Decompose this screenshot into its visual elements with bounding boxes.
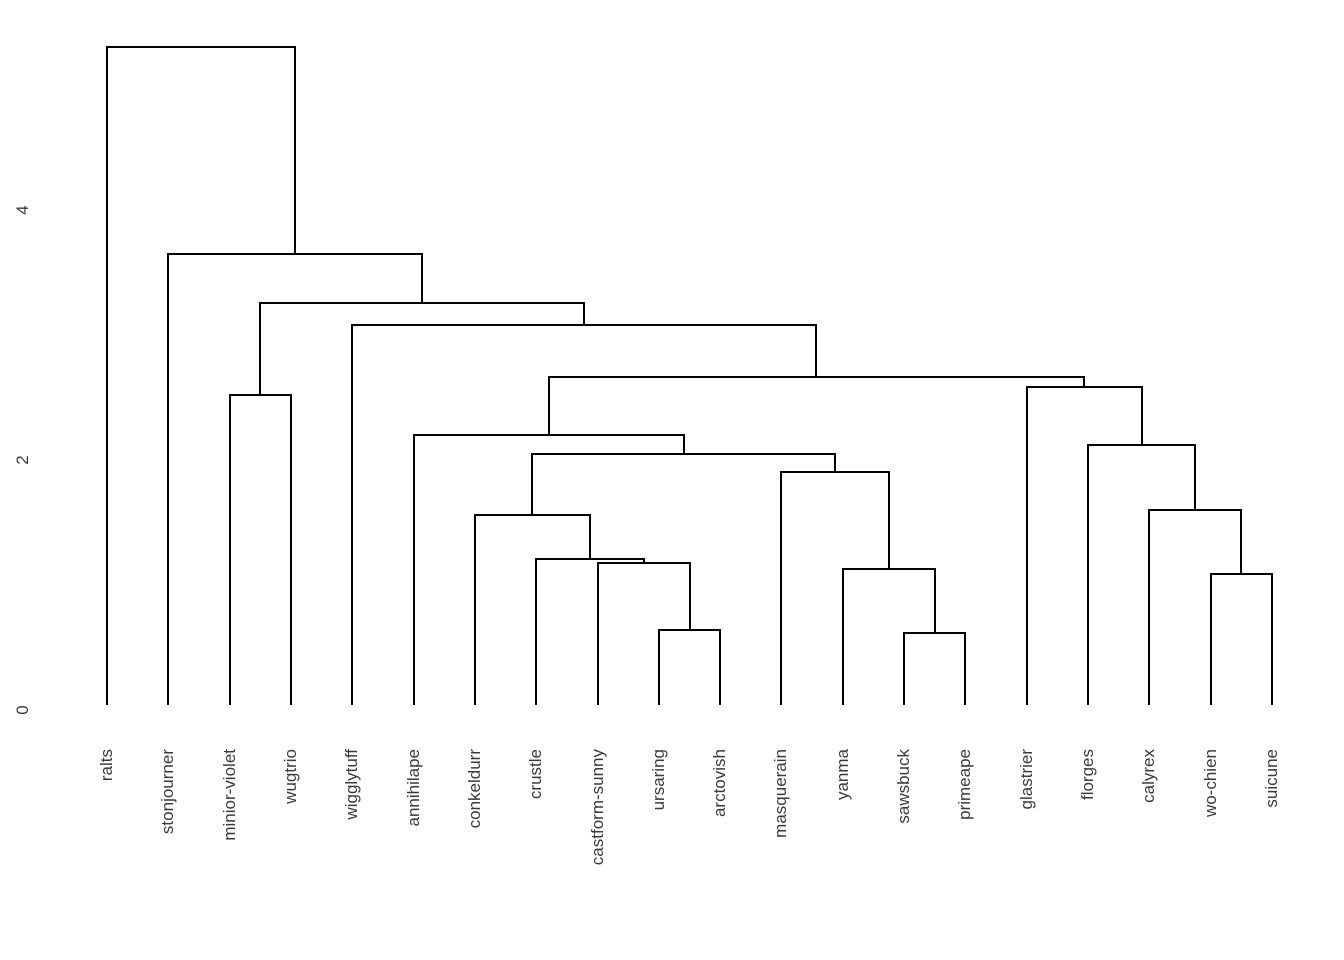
dendrogram-segment [351, 324, 354, 705]
dendrogram-segment [106, 45, 108, 705]
dendrogram-segment [412, 434, 415, 705]
dendrogram-segment [228, 394, 231, 705]
dendrogram-segment [547, 375, 550, 435]
dendrogram-segment [682, 434, 685, 453]
dendrogram-segment [351, 324, 818, 327]
dendrogram-segment [1140, 385, 1143, 445]
dendrogram-segment [657, 629, 660, 705]
y-axis-tick-label: 0 [13, 705, 32, 715]
dendrogram-segment [1240, 509, 1243, 573]
dendrogram-segment [596, 561, 599, 705]
dendrogram-segment [657, 629, 722, 632]
dendrogram-segment [1025, 385, 1028, 705]
leaf-label: ralts [97, 749, 116, 782]
dendrogram-segment [1087, 444, 1197, 447]
dendrogram-segment [1209, 573, 1212, 705]
leaf-label: sawsbuck [894, 749, 914, 824]
dendrogram-segment [1209, 573, 1273, 575]
dendrogram-segment [167, 253, 170, 705]
dendrogram-segment [106, 45, 297, 48]
leaf-label: stonjourner [158, 749, 178, 835]
leaf-label: florges [1078, 749, 1098, 801]
dendrogram-segment [535, 558, 645, 560]
dendrogram-segment [259, 301, 262, 395]
dendrogram-segment [841, 568, 936, 570]
dendrogram-segment [228, 394, 292, 397]
dendrogram-segment [596, 561, 691, 564]
dendrogram-segment [1087, 444, 1090, 705]
dendrogram-segment [1271, 573, 1273, 705]
dendrogram-segment [412, 434, 685, 437]
dendrogram-segment [259, 301, 586, 304]
leaf-label: castform-sunny [587, 749, 607, 866]
dendrogram-segment [688, 561, 691, 630]
y-axis-tick-label: 4 [13, 205, 32, 215]
dendrogram-segment [547, 375, 1086, 378]
dendrogram-segment [294, 45, 297, 253]
leaf-label: masquerain [771, 749, 791, 838]
dendrogram-segment [535, 558, 538, 705]
dendrogram-segment [1083, 375, 1086, 386]
leaf-label: wigglytuff [342, 749, 362, 820]
dendrogram-segment [964, 631, 967, 705]
leaf-label: conkeldurr [464, 749, 484, 829]
leaf-label: minior-violet [219, 749, 239, 841]
dendrogram-segment [531, 453, 534, 515]
leaf-label: primeape [955, 749, 975, 820]
leaf-label: calyrex [1139, 749, 1159, 803]
dendrogram-segment [780, 470, 890, 473]
dendrogram-segment [421, 253, 424, 302]
leaf-label: glastrier [1016, 749, 1036, 810]
dendrogram-segment [815, 324, 818, 376]
dendrogram-segment [903, 631, 967, 634]
dendrogram-segment [1194, 444, 1197, 510]
dendrogram-segment [167, 253, 424, 255]
y-axis-tick-label: 2 [13, 455, 32, 465]
dendrogram-segment [289, 394, 292, 705]
dendrogram-segment [1148, 509, 1151, 705]
leaf-label: ursaring [648, 749, 668, 811]
dendrogram-segment [887, 470, 890, 568]
dendrogram-segment [834, 453, 837, 471]
dendrogram-segment [473, 514, 591, 517]
leaf-label: wo-chien [1200, 749, 1220, 818]
dendrogram-segment [473, 514, 476, 705]
leaf-label: wugtrio [280, 749, 300, 804]
dendrogram-segment [1148, 509, 1243, 512]
dendrogram-segment [841, 568, 844, 705]
dendrogram-segment [588, 514, 591, 558]
leaf-label: suicune [1262, 749, 1281, 808]
dendrogram-segment [531, 453, 837, 455]
dendrogram-segment [933, 568, 936, 632]
leaf-label: crustle [526, 749, 546, 800]
dendrogram-segment [583, 301, 586, 325]
dendrogram-segment [903, 631, 906, 705]
dendrogram-segment [1025, 385, 1143, 388]
dendrogram-segment [719, 629, 722, 705]
leaf-label: annihilape [403, 749, 423, 827]
leaf-label: arctovish [710, 749, 730, 818]
dendrogram-segment [642, 558, 645, 562]
leaf-label: yanma [832, 749, 852, 801]
dendrogram-segment [780, 470, 783, 705]
